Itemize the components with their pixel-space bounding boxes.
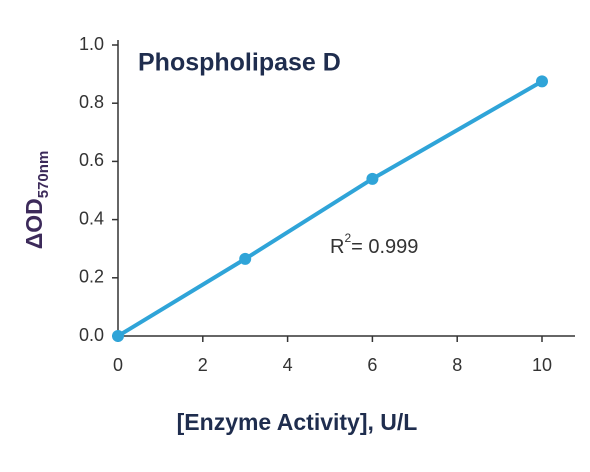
annotation-rest: = 0.999 — [351, 236, 418, 258]
x-tick-label: 8 — [452, 355, 462, 375]
y-tick-label: 0.6 — [79, 150, 104, 170]
x-tick-label: 10 — [532, 355, 552, 375]
series-line — [116, 79, 543, 338]
y-tick-label: 0.0 — [79, 325, 104, 345]
data-point — [239, 252, 252, 265]
annotation-sup: 2 — [344, 231, 351, 245]
y-tick-label: 0.2 — [79, 267, 104, 287]
data-point — [366, 172, 379, 185]
x-tick-label: 0 — [113, 355, 123, 375]
annotation: R2= 0.999 — [330, 231, 418, 258]
x-axis-label: [Enzyme Activity], U/L — [177, 409, 418, 435]
x-tick-label: 6 — [367, 355, 377, 375]
y-label-main: ΔOD — [21, 198, 47, 249]
data-point — [112, 330, 124, 342]
x-tick-label: 2 — [198, 355, 208, 375]
y-tick-label: 0.8 — [79, 92, 104, 112]
data-point — [536, 75, 548, 88]
y-label-sub: 570nm — [35, 151, 52, 199]
x-tick-label: 4 — [283, 355, 293, 375]
y-tick-label: 0.4 — [79, 208, 104, 228]
y-axis-label: ΔOD570nm — [21, 151, 52, 250]
annotation-base: R — [330, 236, 344, 258]
y-tick-label: 1.0 — [79, 34, 104, 54]
chart-title: Phospholipase D — [138, 49, 341, 77]
